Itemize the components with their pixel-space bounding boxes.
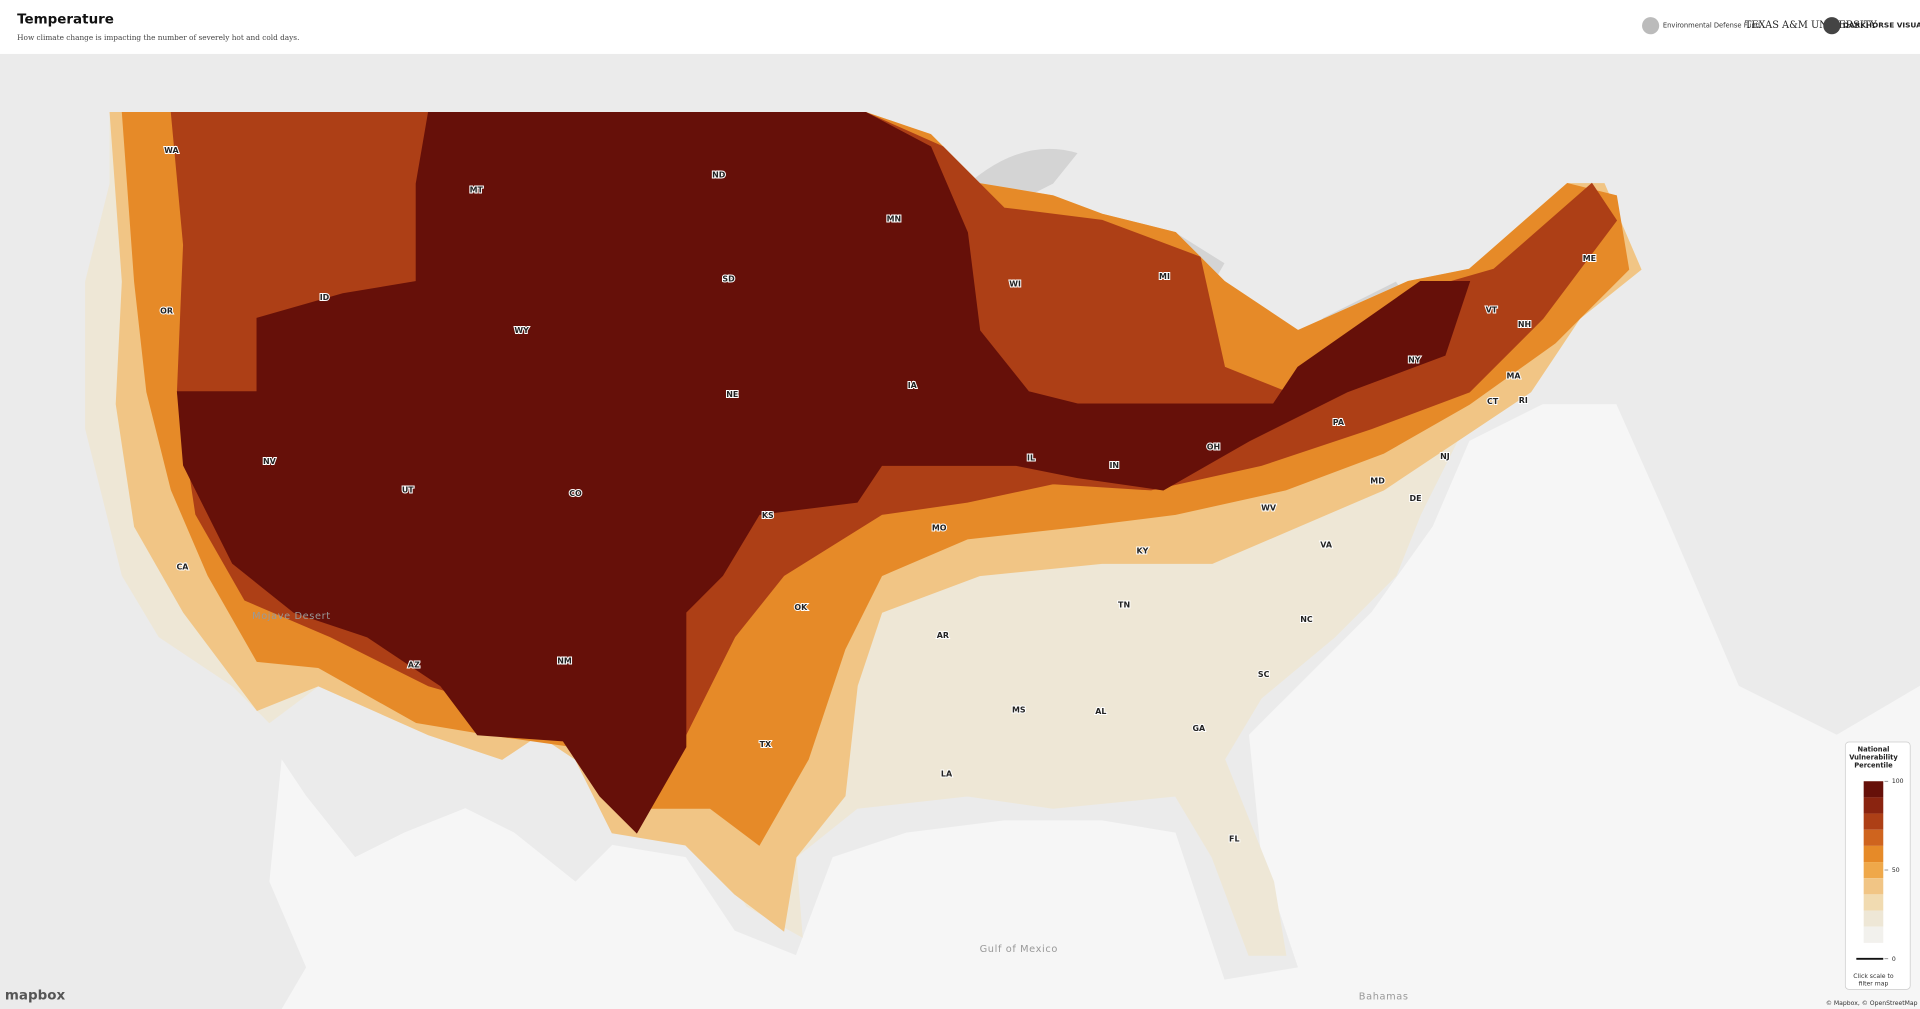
- state-label: KY: [1136, 547, 1148, 556]
- state-label: MO: [932, 523, 947, 532]
- attribution: © Mapbox, © OpenStreetMap: [1826, 999, 1918, 1007]
- legend-swatch[interactable]: [1863, 910, 1884, 927]
- state-label: AZ: [408, 660, 420, 669]
- state-label: OR: [160, 307, 173, 316]
- logo: DARKHORSE VISUALIZATION: [1843, 21, 1920, 30]
- legend-tick-label: 100: [1892, 778, 1904, 785]
- state-label: MA: [1506, 371, 1521, 380]
- state-label: NH: [1518, 320, 1531, 329]
- place-label: Mojave Desert: [252, 611, 331, 622]
- state-label: UT: [402, 485, 414, 494]
- state-label: KS: [762, 511, 774, 520]
- legend-note: Click scale to filter map: [1853, 973, 1894, 987]
- state-labels: WA OR CA ID NV UT AZ MT WY CO NM ND SD NE KS OK TX MN IA MO…: [159, 145, 1907, 1003]
- logo: Environmental Defense Fund: [1663, 22, 1760, 30]
- vulnerability-region: [176, 112, 1471, 834]
- state-label: WA: [164, 146, 179, 155]
- state-label: SC: [1258, 670, 1270, 679]
- header: Temperature How climate change is impact…: [0, 0, 1920, 54]
- state-label: WY: [514, 326, 529, 335]
- state-label: WV: [1261, 504, 1277, 513]
- state-label: NM: [557, 657, 572, 666]
- legend-swatch[interactable]: [1863, 797, 1884, 814]
- state-label: ME: [1583, 254, 1596, 263]
- state-label: TX: [760, 740, 772, 749]
- mapbox-logo: mapbox: [5, 989, 66, 1004]
- state-label: FL: [1229, 834, 1239, 843]
- logo: TEXAS A&M UNIVERSITY: [1745, 20, 1877, 31]
- place-label: Gulf of Mexico: [980, 944, 1058, 955]
- state-label: CT: [1487, 397, 1499, 406]
- state-label: NV: [263, 457, 277, 466]
- legend-swatch[interactable]: [1863, 894, 1884, 911]
- state-label: IA: [908, 381, 918, 390]
- place-label: Bahamas: [1359, 992, 1409, 1003]
- state-label: VT: [1486, 305, 1498, 314]
- state-label: IN: [1109, 461, 1119, 470]
- state-label: MI: [1159, 272, 1170, 281]
- state-label: CA: [176, 562, 189, 571]
- title: Temperature: [17, 13, 114, 28]
- state-label: MT: [470, 185, 484, 194]
- legend-scale[interactable]: 100 50 0: [1856, 778, 1904, 963]
- subtitle: How climate change is impacting the numb…: [17, 33, 299, 42]
- state-label: OK: [794, 603, 808, 612]
- state-label: TN: [1118, 600, 1130, 609]
- legend-swatch[interactable]: [1863, 845, 1884, 863]
- edf-icon: [1642, 17, 1660, 35]
- state-label: CO: [569, 489, 582, 498]
- legend-swatch[interactable]: [1863, 781, 1884, 798]
- state-label: AR: [937, 631, 949, 640]
- darkhorse-icon: [1823, 17, 1841, 35]
- state-label: SD: [722, 275, 735, 284]
- legend-tick-label: 50: [1892, 867, 1900, 874]
- state-label: WI: [1009, 280, 1021, 289]
- state-label: NJ: [1440, 452, 1450, 461]
- state-label: NE: [726, 390, 738, 399]
- state-label: MD: [1370, 477, 1385, 486]
- state-label: NC: [1300, 615, 1313, 624]
- state-label: NY: [1408, 356, 1421, 365]
- state-label: GA: [1192, 724, 1206, 733]
- state-label: MN: [887, 215, 902, 224]
- header-bar: [0, 0, 1920, 54]
- state-label: VA: [1320, 540, 1333, 549]
- legend-swatch[interactable]: [1863, 829, 1884, 846]
- state-label: ID: [320, 293, 330, 302]
- state-label: LA: [941, 769, 953, 778]
- legend-swatch[interactable]: [1863, 813, 1884, 830]
- legend-tick-label: 0: [1892, 956, 1896, 963]
- state-label: MS: [1012, 706, 1026, 715]
- state-label: OH: [1207, 442, 1220, 451]
- state-label: AL: [1095, 707, 1106, 716]
- state-label: ND: [712, 171, 726, 180]
- state-label: DE: [1410, 494, 1422, 503]
- choropleth: [85, 112, 1642, 956]
- state-label: IL: [1027, 453, 1035, 462]
- state-label: RI: [1519, 396, 1528, 405]
- state-label: PA: [1333, 418, 1345, 427]
- legend-swatch[interactable]: [1863, 862, 1884, 879]
- legend-title: National Vulnerability Percentile: [1849, 745, 1898, 769]
- legend-swatch[interactable]: [1863, 878, 1884, 895]
- legend-swatch[interactable]: [1863, 926, 1884, 943]
- legend: National Vulnerability Percentile 100 50 0 C…: [1844, 741, 1911, 990]
